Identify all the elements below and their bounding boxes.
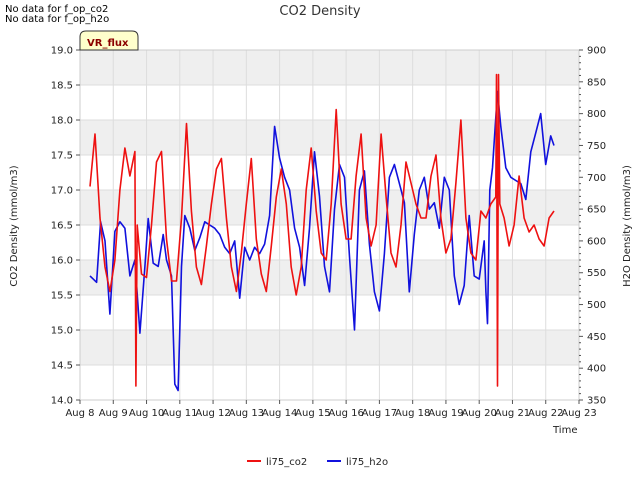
series-line-li75-h2o	[89, 90, 555, 392]
right-tick-label: 750	[587, 141, 606, 152]
x-tick-label: Aug 22	[528, 408, 563, 419]
x-tick-label: Aug 17	[362, 408, 397, 419]
left-tick-label: 18.0	[51, 116, 73, 127]
x-tick-label: Aug 11	[162, 408, 197, 419]
right-tick-label: 350	[587, 396, 606, 407]
x-tick-label: Aug 19	[428, 408, 463, 419]
right-tick-label: 600	[587, 236, 606, 247]
left-tick-label: 14.0	[51, 396, 73, 407]
left-tick-label: 17.5	[51, 151, 73, 162]
x-tick-label: Aug 9	[99, 408, 128, 419]
left-tick-label: 17.0	[51, 186, 73, 197]
x-tick-label: Aug 13	[229, 408, 264, 419]
badge-label: VR_flux	[87, 38, 129, 49]
right-tick-label: 550	[587, 268, 606, 279]
vr-flux-badge: VR_flux	[79, 30, 139, 51]
right-tick-label: 700	[587, 173, 606, 184]
right-tick-label: 900	[587, 46, 606, 57]
right-tick-label: 650	[587, 205, 606, 216]
legend: li75_co2 li75_h2o	[247, 457, 388, 468]
x-tick-label: Aug 12	[195, 408, 230, 419]
left-tick-label: 16.5	[51, 221, 73, 232]
x-tick-label: Aug 15	[295, 408, 330, 419]
right-tick-label: 800	[587, 109, 606, 120]
left-axis-title: CO2 Density (mmol/m3)	[9, 165, 20, 286]
right-axis-title: H2O Density (mmol/m3)	[622, 165, 633, 287]
x-tick-label: Aug 21	[495, 408, 530, 419]
left-axis-ticks: 14.0 14.5 15.0 15.5 16.0 16.5 17.0 17.5 18.0 18.5…	[51, 46, 80, 407]
x-tick-label: Aug 23	[561, 408, 596, 419]
x-tick-label: Aug 20	[461, 408, 496, 419]
left-tick-label: 16.0	[51, 256, 73, 267]
x-axis-title: Time	[552, 425, 577, 436]
left-tick-label: 19.0	[51, 46, 73, 57]
series-line-li75-co2	[89, 73, 555, 387]
x-tick-label: Aug 18	[395, 408, 430, 419]
x-tick-label: Aug 10	[129, 408, 164, 419]
left-tick-label: 14.5	[51, 361, 73, 372]
grid-band	[80, 330, 579, 365]
background-bands	[80, 50, 579, 365]
badge-shape	[79, 30, 139, 51]
legend-co2-label: li75_co2	[266, 457, 307, 468]
left-tick-label: 18.5	[51, 81, 73, 92]
grid-band	[80, 50, 579, 85]
no-data-note-h2o: No data for f_op_h2o	[5, 14, 110, 25]
x-tick-label: Aug 14	[262, 408, 297, 419]
chart-title: CO2 Density	[279, 4, 360, 19]
legend-h2o-label: li75_h2o	[346, 457, 388, 468]
right-tick-label: 400	[587, 364, 606, 375]
right-tick-label: 500	[587, 300, 606, 311]
x-tick-label: Aug 16	[328, 408, 363, 419]
right-tick-label: 850	[587, 77, 606, 88]
right-tick-label: 450	[587, 332, 606, 343]
left-tick-label: 15.0	[51, 326, 73, 337]
no-data-note-co2: No data for f_op_co2	[5, 4, 109, 15]
left-tick-label: 15.5	[51, 291, 73, 302]
right-axis-ticks: 350 400 450 500 550 600 650 700 750 800 850 900	[579, 46, 606, 407]
x-tick-label: Aug 8	[65, 408, 94, 419]
series-layer	[89, 73, 555, 392]
